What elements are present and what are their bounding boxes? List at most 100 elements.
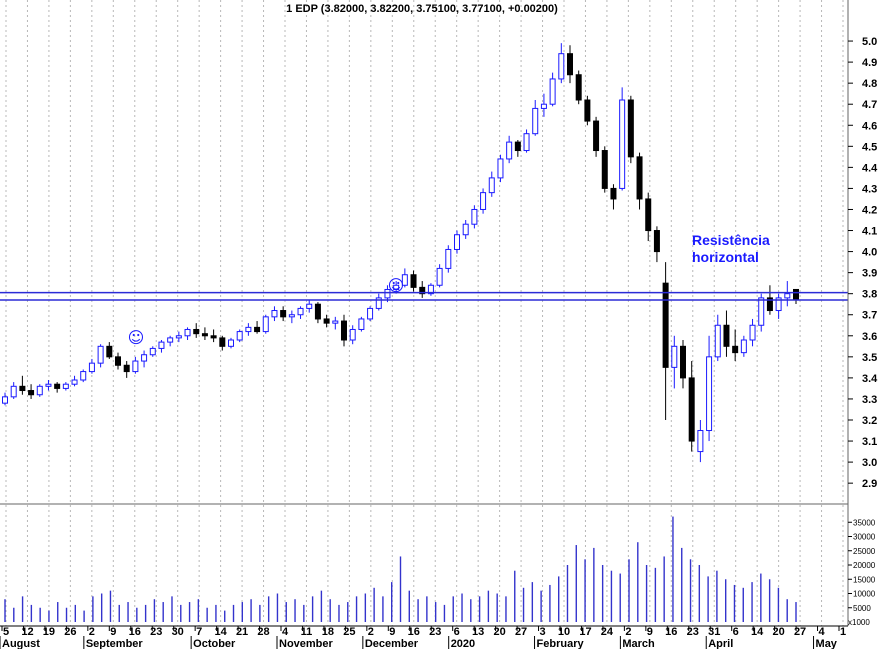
x-tick-label: 16 [129,626,141,638]
month-label: 2020 [451,638,475,649]
price-tick-label: 4.9 [862,57,877,69]
price-tick-label: 3.9 [862,268,877,280]
price-candles [2,43,799,463]
month-label: May [816,638,838,649]
candle-body [662,282,669,368]
x-tick-label: 23 [429,626,441,638]
candle-body [375,297,382,309]
candle-body [740,339,747,354]
candle-body [167,337,174,343]
price-tick-label: 2.9 [862,478,877,490]
volume-tick-label: 15000 [853,575,876,584]
x-tick-label: 2 [368,626,374,638]
x-tick-label: 19 [43,626,55,638]
x-tick-label: 28 [257,626,269,638]
x-tick-label: 24 [601,626,614,638]
x-tick-label: 20 [772,626,784,638]
price-tick-label: 3.6 [862,331,877,343]
candle-body [619,99,626,189]
smiley-icon-1: ☺ [128,328,145,347]
price-tick-label: 3.2 [862,415,877,427]
candle-body [210,335,217,339]
candle-body [28,390,35,396]
annotation-line2: horizontal [692,249,759,265]
month-label: December [365,638,419,649]
candle-body [332,320,339,324]
price-tick-label: 4.7 [862,99,877,111]
candle-body [653,230,660,253]
x-tick-label: 26 [64,626,76,638]
x-tick-label: 3 [539,626,545,638]
candle-body [132,360,139,373]
candle-body [297,307,304,316]
x-tick-label: 14 [214,626,227,638]
candle-body [610,187,617,200]
candle-body [671,345,678,368]
x-tick-label: 12 [21,626,33,638]
volume-tick-label: 20000 [853,561,876,570]
candle-body [488,177,495,194]
candle-body [97,345,104,364]
price-tick-label: 3.5 [862,352,877,364]
candle-body [410,274,417,288]
candle-body [497,158,504,179]
candle-body [393,284,400,290]
candle-body [158,341,165,349]
month-label: October [193,638,236,649]
candle-body [323,318,330,324]
candle-body [462,223,469,236]
candle-body [36,385,43,396]
chart-title: 1 EDP (3.82000, 3.82200, 3.75100, 3.7710… [286,3,558,15]
candle-body [732,345,739,354]
x-tick-label: 23 [150,626,162,638]
candle-body [54,383,61,389]
candle-body [714,324,721,358]
candle-body [384,288,391,299]
x-tick-label: 25 [343,626,355,638]
x-tick-label: 5 [3,626,9,638]
x-tick-label: 6 [454,626,460,638]
candle-body [514,141,521,152]
x-tick-label: 7 [196,626,202,638]
candle-body [567,53,573,76]
volume-unit-label: x1000 [848,618,870,627]
candle-body [401,274,408,286]
candle-body [706,356,713,432]
candle-body [523,133,530,152]
candle-body [245,326,252,333]
candle-body [645,198,652,232]
x-tick-label: 31 [708,626,720,638]
candle-body [341,320,347,341]
candle-body [445,248,452,269]
resistance-lines [0,291,848,301]
x-tick-label: 17 [579,626,591,638]
price-tick-label: 4.0 [862,247,877,259]
volume-tick-label: 35000 [853,518,876,527]
candle-body [123,364,130,373]
candle-body [71,379,78,385]
x-tick-label: 21 [236,626,248,638]
price-axis: 2.9 3.0 3.1 3.2 3.3 3.4 3.5 3.6 3.7 3.8 3.9 4.0 4.1 4… [848,36,878,490]
candle-body [175,335,182,339]
candle-body [306,303,313,309]
candle-body [436,267,443,286]
price-tick-label: 3.7 [862,310,877,322]
candle-body [480,192,487,210]
candle-body [427,284,434,295]
candle-body [358,318,365,330]
candle-body [540,103,547,109]
candle-body [758,297,765,326]
candle-body [262,316,269,333]
price-tick-label: 3.1 [862,436,877,448]
candle-body [184,328,191,337]
candle-body [766,297,773,312]
candle-body [549,78,556,105]
candle-body [62,383,69,389]
volume-axis: 5000 10000 15000 20000 25000 30000 35000 x1000 [848,518,876,627]
x-axis: 5 12 19 26 2 9 16 23 30 7 14 21 28 4 11 18 25 2 9 16 23 6 13 20… [0,626,846,649]
volume-tick-label: 25000 [853,547,876,556]
price-tick-label: 4.5 [862,141,877,153]
candle-body [784,293,791,299]
candle-body [288,314,295,318]
x-tick-label: 6 [733,626,739,638]
